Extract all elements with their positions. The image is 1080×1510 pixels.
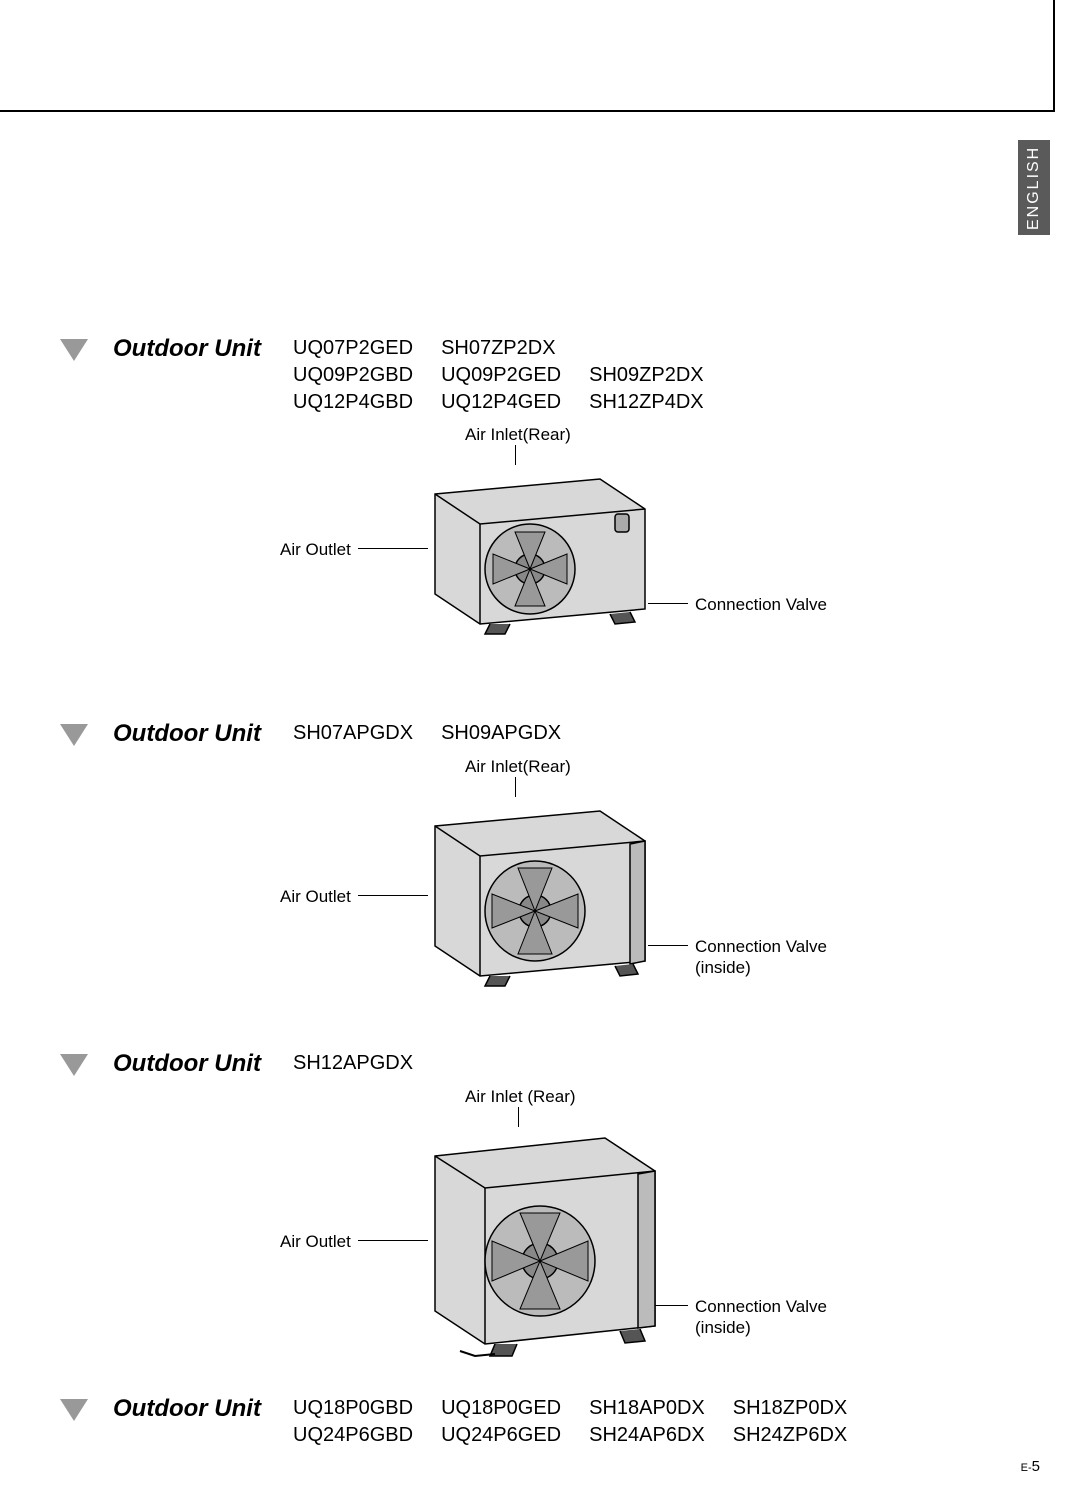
- diagram: Air Inlet(Rear) Air Outlet Connection Va…: [270, 756, 830, 1001]
- model: UQ09P2GBD: [293, 362, 413, 389]
- model: SH12ZP4DX: [589, 389, 704, 416]
- model: UQ12P4GED: [441, 389, 561, 416]
- page-num-value: 5: [1032, 1458, 1040, 1475]
- label-air-outlet: Air Outlet: [280, 886, 351, 907]
- label-air-outlet: Air Outlet: [280, 1231, 351, 1252]
- language-tab: ENGLISH: [1018, 140, 1050, 235]
- model: UQ24P6GED: [441, 1422, 561, 1449]
- model: SH24AP6DX: [589, 1422, 705, 1449]
- model: SH18ZP0DX: [733, 1395, 848, 1422]
- header-box: [0, 0, 1055, 112]
- section-header: Outdoor Unit UQ07P2GED SH07ZP2DX UQ09P2GB…: [60, 335, 830, 416]
- diagram: Air Inlet(Rear) Air Outlet Connection Va…: [270, 424, 830, 669]
- triangle-icon: [60, 724, 88, 746]
- model: SH12APGDX: [293, 1050, 413, 1077]
- model: UQ18P0GBD: [293, 1395, 413, 1422]
- label-connection: Connection Valve (inside): [695, 936, 827, 979]
- model: SH09ZP2DX: [589, 362, 704, 389]
- model: UQ07P2GED: [293, 335, 413, 362]
- label-connection: Connection Valve: [695, 594, 827, 615]
- model-list: UQ07P2GED SH07ZP2DX UQ09P2GBD UQ09P2GED SH0…: [293, 335, 704, 416]
- label-air-inlet: Air Inlet (Rear): [465, 1086, 576, 1107]
- model: UQ18P0GED: [441, 1395, 561, 1422]
- section-outdoor-unit-4: Outdoor Unit UQ18P0GBD UQ18P0GED SH18AP0DX…: [60, 1395, 847, 1449]
- model: SH09APGDX: [441, 720, 561, 747]
- label-air-outlet: Air Outlet: [280, 539, 351, 560]
- leader-line: [358, 895, 428, 896]
- outdoor-unit-icon: [420, 1116, 670, 1366]
- section-header: Outdoor Unit UQ18P0GBD UQ18P0GED SH18AP0DX…: [60, 1395, 847, 1449]
- triangle-icon: [60, 339, 88, 361]
- model: UQ24P6GBD: [293, 1422, 413, 1449]
- section-title: Outdoor Unit: [113, 1050, 268, 1078]
- model-list: SH07APGDX SH09APGDX: [293, 720, 561, 747]
- section-title: Outdoor Unit: [113, 720, 268, 748]
- outdoor-unit-icon: [420, 454, 660, 644]
- model: SH18AP0DX: [589, 1395, 705, 1422]
- model: SH07APGDX: [293, 720, 413, 747]
- label-connection: Connection Valve (inside): [695, 1296, 827, 1339]
- leader-line: [358, 1240, 428, 1241]
- model-list: SH12APGDX: [293, 1050, 413, 1077]
- outdoor-unit-icon: [420, 786, 660, 996]
- section-header: Outdoor Unit SH12APGDX: [60, 1050, 830, 1078]
- model: SH07ZP2DX: [441, 335, 556, 362]
- section-title: Outdoor Unit: [113, 335, 268, 363]
- section-title: Outdoor Unit: [113, 1395, 268, 1423]
- leader-line: [358, 548, 428, 549]
- section-header: Outdoor Unit SH07APGDX SH09APGDX: [60, 720, 830, 748]
- label-air-inlet: Air Inlet(Rear): [465, 756, 571, 777]
- page: ENGLISH Outdoor Unit UQ07P2GED SH07ZP2DX …: [0, 0, 1080, 1510]
- triangle-icon: [60, 1054, 88, 1076]
- model: UQ09P2GED: [441, 362, 561, 389]
- model: SH24ZP6DX: [733, 1422, 848, 1449]
- label-air-inlet: Air Inlet(Rear): [465, 424, 571, 445]
- page-prefix: E-: [1021, 1462, 1032, 1474]
- section-outdoor-unit-2: Outdoor Unit SH07APGDX SH09APGDX Air Inle…: [60, 720, 830, 1001]
- diagram: Air Inlet (Rear) Air Outlet Connection V…: [270, 1086, 830, 1376]
- section-outdoor-unit-3: Outdoor Unit SH12APGDX Air Inlet (Rear) …: [60, 1050, 830, 1376]
- model-list: UQ18P0GBD UQ18P0GED SH18AP0DX SH18ZP0DX UQ2…: [293, 1395, 847, 1449]
- section-outdoor-unit-1: Outdoor Unit UQ07P2GED SH07ZP2DX UQ09P2GB…: [60, 335, 830, 669]
- model: UQ12P4GBD: [293, 389, 413, 416]
- page-number: E-5: [1021, 1458, 1040, 1475]
- triangle-icon: [60, 1399, 88, 1421]
